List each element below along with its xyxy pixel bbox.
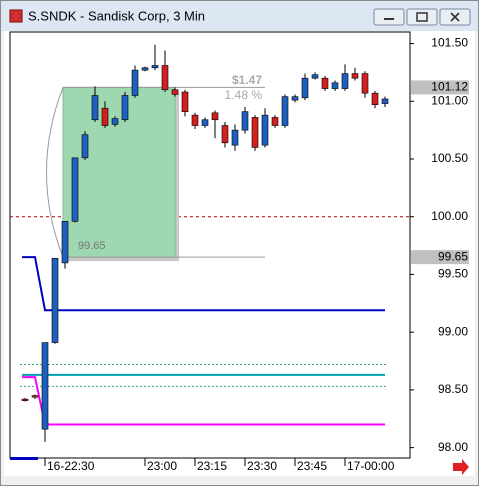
candle-body <box>41 342 49 430</box>
x-tick-label: 17-00:00 <box>347 459 395 473</box>
candle-body <box>361 73 369 94</box>
candle-body <box>261 114 269 146</box>
y-tick-label: 100.50 <box>431 151 468 165</box>
x-tick-label: 23:00 <box>147 459 177 473</box>
candle-body <box>51 257 59 343</box>
window-buttons[interactable] <box>373 8 471 26</box>
candle-body <box>101 107 109 126</box>
indicator-line <box>22 376 385 426</box>
candle-body <box>81 134 89 159</box>
x-tick-label: 23:30 <box>247 459 277 473</box>
candle-body <box>321 77 329 89</box>
candle-body <box>91 95 99 121</box>
candle-body <box>21 398 29 401</box>
candle-body <box>381 98 389 104</box>
x-tick-label: 23:15 <box>197 459 227 473</box>
candle-body <box>61 221 69 264</box>
measure-change: $1.47 <box>232 73 262 87</box>
measure-low-label: 99.65 <box>78 240 106 252</box>
candle-body <box>111 118 119 125</box>
measure-percent: 1.48 % <box>225 88 263 102</box>
window-title: S.SNDK - Sandisk Corp, 3 Min <box>28 8 205 23</box>
candle-body <box>31 395 39 398</box>
y-tick-label: 99.50 <box>438 267 468 281</box>
candle-body <box>141 67 149 71</box>
candle-body <box>121 95 129 121</box>
candle-body <box>311 74 319 79</box>
candle-body <box>271 117 279 126</box>
candle-body <box>211 112 219 121</box>
price-marker <box>411 250 469 265</box>
y-tick-label: 98.00 <box>438 440 468 454</box>
candle-body <box>281 96 289 126</box>
indicator-line <box>22 256 385 312</box>
price-marker-label: 101.12 <box>431 80 468 94</box>
candle-body <box>301 77 309 99</box>
candle-body <box>251 117 259 148</box>
x-tick-label: 16-22:30 <box>47 459 95 473</box>
measure-box <box>62 86 176 258</box>
candle-body <box>241 111 249 131</box>
minimize-icon <box>384 18 394 20</box>
scroll-arrow[interactable] <box>453 459 469 475</box>
price-marker-label: 99.65 <box>438 249 468 263</box>
candle-body <box>341 73 349 89</box>
scroll-bar[interactable] <box>10 457 38 460</box>
candle-body <box>181 91 189 112</box>
candle-body <box>71 157 79 222</box>
minimize-button[interactable] <box>373 8 405 26</box>
candle-body <box>351 73 359 79</box>
candle-body <box>131 69 139 96</box>
candle-body <box>371 92 379 106</box>
y-tick-label: 101.50 <box>431 36 468 50</box>
candle-body <box>231 129 239 146</box>
y-tick-label: 100.00 <box>431 209 468 223</box>
measure-arc <box>46 87 64 258</box>
candle-body <box>221 125 229 144</box>
price-marker <box>411 80 469 95</box>
candle-body <box>201 119 209 126</box>
y-tick-label: 101.00 <box>431 93 468 107</box>
candle-body <box>331 82 339 89</box>
restore-button[interactable] <box>406 8 438 26</box>
restore-icon <box>416 12 428 22</box>
candle-body <box>171 89 179 95</box>
candle-body <box>151 65 159 69</box>
x-tick-label: 23:45 <box>297 459 327 473</box>
candle-body <box>191 114 199 126</box>
candle-body <box>291 96 299 101</box>
candle-body <box>161 65 169 91</box>
y-tick-label: 99.00 <box>438 324 468 338</box>
y-tick-label: 98.50 <box>438 382 468 396</box>
close-icon <box>450 12 460 22</box>
app-icon <box>9 9 23 23</box>
